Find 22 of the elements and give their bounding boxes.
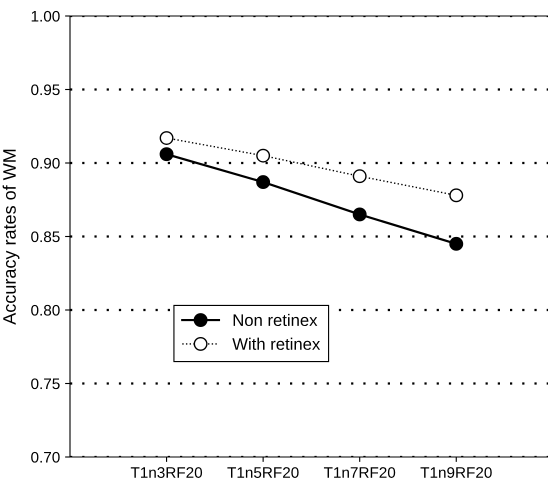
y-tick-label: 0.90 — [31, 158, 60, 169]
legend-label: Non retinex — [234, 314, 318, 326]
y-tick-label: 0.85 — [31, 231, 60, 242]
y-tick-label: 1.00 — [32, 10, 60, 22]
point — [256, 175, 270, 190]
y-tick-label: 0.80 — [31, 304, 60, 316]
y-axis-title: Accuracy rates of WM — [2, 150, 20, 325]
y-tick-label: 0.95 — [31, 84, 60, 96]
point — [160, 131, 174, 145]
x-tick-label: T1n5RF20 — [227, 467, 299, 478]
point — [160, 147, 174, 162]
y-tick-label: 0.70 — [31, 452, 60, 463]
x-tick-label: T1n7RF20 — [324, 467, 396, 478]
x-tick-label: T1n9RF20 — [420, 467, 492, 478]
point — [256, 148, 270, 163]
point — [449, 188, 464, 202]
y-tick-label: 0.75 — [31, 378, 60, 390]
legend-label: With retinex — [232, 338, 320, 350]
point — [449, 236, 464, 251]
x-tick-label: T1n3RF20 — [130, 467, 202, 478]
point — [352, 169, 367, 184]
point — [352, 208, 367, 222]
